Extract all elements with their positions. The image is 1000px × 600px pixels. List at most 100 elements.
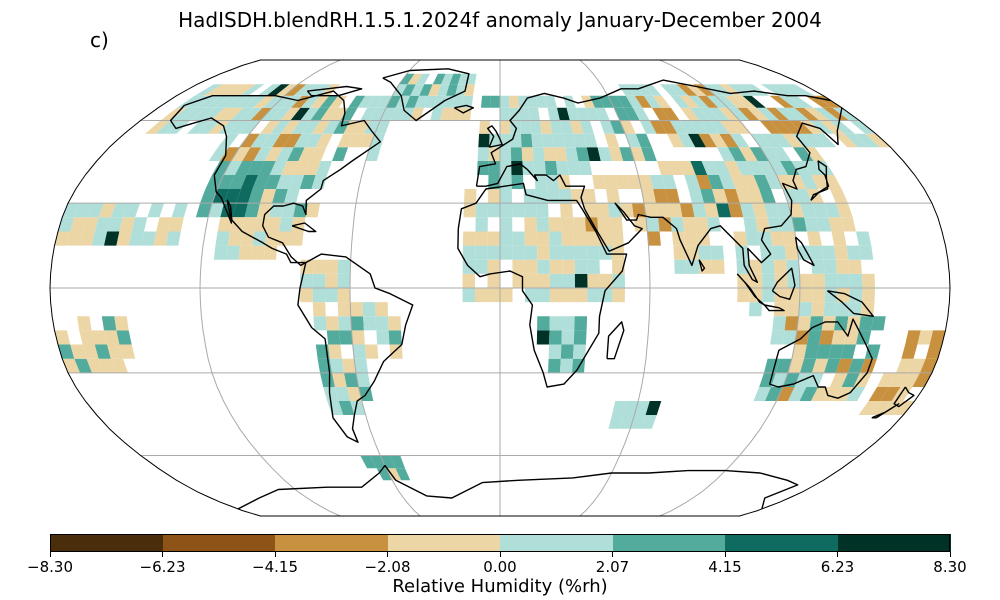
anomaly-cell [462, 95, 474, 108]
anomaly-cell [521, 147, 534, 161]
anomaly-cell [843, 330, 859, 345]
anomaly-cell [625, 95, 643, 108]
anomaly-cell [729, 133, 750, 148]
anomaly-cell [449, 73, 462, 85]
anomaly-cell [104, 231, 120, 246]
anomaly-cell [619, 415, 635, 429]
anomaly-cell [244, 203, 260, 218]
anomaly-cell [757, 231, 773, 246]
anomaly-cell [536, 231, 550, 246]
anomaly-cell [390, 107, 405, 121]
anomaly-cell [500, 245, 513, 260]
anomaly-cell [689, 107, 710, 121]
anomaly-cell [70, 217, 87, 232]
anomaly-cell [799, 273, 813, 288]
anomaly-cell [235, 161, 254, 175]
anomaly-cell [799, 288, 813, 303]
anomaly-cell [432, 73, 446, 85]
anomaly-cell [293, 203, 308, 218]
anomaly-cell [679, 120, 699, 134]
anomaly-cell [424, 95, 438, 108]
anomaly-cell [414, 95, 429, 108]
anomaly-cell [634, 84, 653, 96]
anomaly-cell [66, 231, 83, 246]
anomaly-cell [487, 203, 500, 218]
anomaly-cell [500, 189, 512, 204]
anomaly-cell [186, 120, 211, 134]
anomaly-cell [205, 95, 231, 108]
anomaly-cell [708, 107, 730, 121]
anomaly-cell [831, 231, 847, 246]
anomaly-cell [786, 84, 815, 96]
anomaly-cell [743, 217, 758, 232]
anomaly-cell [337, 273, 351, 288]
anomaly-cell [250, 133, 271, 148]
anomaly-cell [560, 358, 573, 373]
anomaly-cell [246, 161, 265, 175]
anomaly-cell [868, 387, 889, 401]
anomaly-cell [635, 133, 652, 148]
anomaly-cell [536, 203, 549, 218]
anomaly-cell [312, 302, 326, 317]
anomaly-cell [388, 316, 401, 331]
anomaly-cell [768, 161, 788, 175]
anomaly-cell [580, 95, 595, 108]
anomaly-cell [110, 203, 128, 218]
anomaly-cell [778, 95, 804, 108]
anomaly-cell [626, 175, 642, 189]
anomaly-cell [277, 231, 292, 246]
anomaly-cell [329, 358, 344, 373]
colorbar-tick [724, 552, 726, 557]
anomaly-cell [230, 107, 254, 121]
anomaly-cell [794, 107, 820, 121]
anomaly-cell [569, 120, 584, 134]
anomaly-cell [380, 455, 396, 469]
anomaly-cell [207, 120, 231, 134]
anomaly-cell [592, 175, 607, 189]
anomaly-cell [802, 133, 826, 148]
anomaly-cell [717, 147, 736, 161]
anomaly-cell [337, 288, 351, 303]
anomaly-cell [229, 175, 247, 189]
anomaly-cell [760, 147, 781, 161]
anomaly-cell [500, 203, 513, 218]
anomaly-cell [332, 372, 347, 387]
anomaly-cell [239, 133, 260, 148]
anomaly-cell [813, 107, 840, 121]
anomaly-cell [735, 161, 754, 175]
coastline [475, 79, 831, 187]
panel-label: c) [90, 28, 109, 52]
anomaly-cell [77, 316, 92, 331]
anomaly-cell [460, 107, 472, 121]
anomaly-cell [623, 401, 639, 415]
anomaly-cell [765, 107, 790, 121]
anomaly-cell [254, 217, 269, 232]
anomaly-cell [446, 84, 458, 96]
anomaly-cell [620, 203, 634, 218]
anomaly-cell [266, 217, 282, 232]
anomaly-cell [549, 316, 563, 331]
anomaly-cell [488, 189, 500, 204]
anomaly-cell [769, 120, 793, 134]
anomaly-cell [213, 245, 228, 260]
anomaly-cell [433, 95, 447, 108]
anomaly-cell [645, 401, 662, 415]
anomaly-cell [567, 161, 581, 175]
anomaly-cell [812, 273, 825, 288]
anomaly-cell [291, 120, 311, 134]
anomaly-cell [544, 95, 557, 108]
anomaly-cell [812, 358, 829, 373]
anomaly-cell [846, 245, 861, 260]
anomaly-cell [560, 344, 574, 359]
anomaly-cell [284, 84, 307, 96]
anomaly-cell [367, 95, 384, 108]
anomaly-cell [788, 387, 807, 401]
anomaly-cell [524, 203, 537, 218]
anomaly-cell [595, 107, 610, 121]
anomaly-cell [749, 147, 769, 161]
anomaly-cell [755, 217, 771, 232]
anomaly-cell [574, 316, 588, 331]
anomaly-cell [82, 344, 99, 359]
anomaly-cell [357, 95, 375, 108]
anomaly-cell [798, 302, 813, 317]
